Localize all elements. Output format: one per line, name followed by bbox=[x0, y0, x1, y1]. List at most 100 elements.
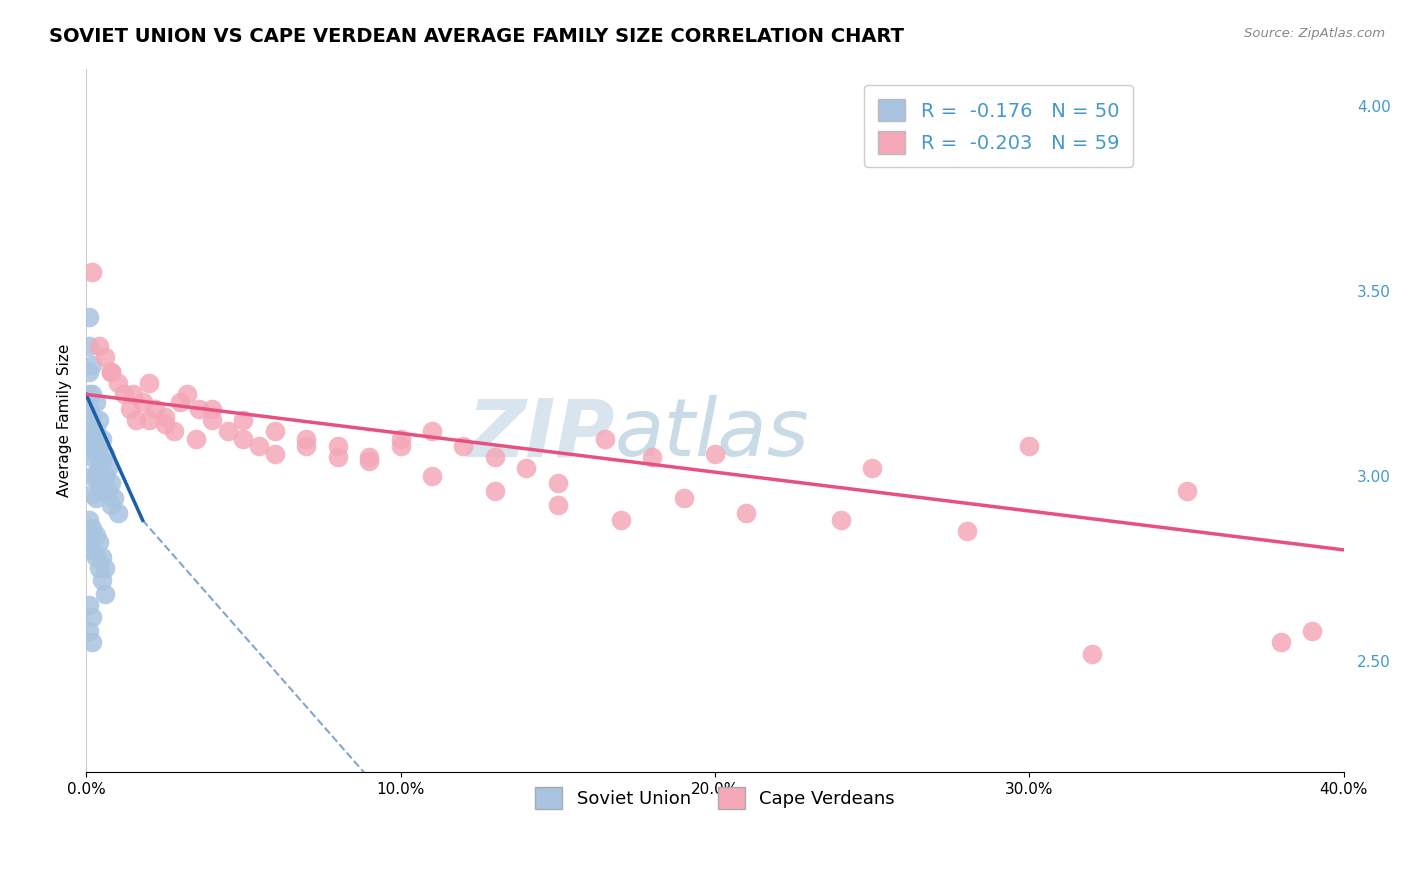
Point bbox=[100, 365, 122, 379]
Point bbox=[82, 358, 104, 372]
Point bbox=[1175, 483, 1198, 498]
Point bbox=[82, 265, 104, 279]
Point bbox=[359, 454, 381, 468]
Point bbox=[77, 339, 100, 353]
Point bbox=[100, 365, 122, 379]
Point bbox=[169, 394, 191, 409]
Point bbox=[77, 439, 100, 453]
Point bbox=[103, 491, 125, 505]
Text: Source: ZipAtlas.com: Source: ZipAtlas.com bbox=[1244, 27, 1385, 40]
Point bbox=[82, 468, 104, 483]
Point bbox=[84, 491, 107, 505]
Point bbox=[77, 365, 100, 379]
Point bbox=[295, 439, 318, 453]
Point bbox=[593, 432, 616, 446]
Point bbox=[87, 413, 110, 427]
Point bbox=[609, 513, 631, 527]
Point bbox=[547, 476, 569, 491]
Point bbox=[326, 439, 349, 453]
Point bbox=[84, 468, 107, 483]
Point bbox=[201, 413, 224, 427]
Point bbox=[84, 528, 107, 542]
Point bbox=[112, 387, 135, 401]
Point bbox=[263, 425, 285, 439]
Point bbox=[87, 483, 110, 498]
Point bbox=[484, 483, 506, 498]
Point bbox=[94, 468, 117, 483]
Point bbox=[77, 535, 100, 549]
Text: atlas: atlas bbox=[614, 395, 808, 474]
Y-axis label: Average Family Size: Average Family Size bbox=[58, 343, 72, 497]
Point bbox=[1301, 624, 1323, 639]
Point bbox=[232, 432, 254, 446]
Point bbox=[830, 513, 852, 527]
Text: ZIP: ZIP bbox=[467, 395, 614, 474]
Point bbox=[82, 450, 104, 465]
Point bbox=[217, 425, 239, 439]
Point bbox=[90, 454, 112, 468]
Point bbox=[163, 425, 186, 439]
Legend: Soviet Union, Cape Verdeans: Soviet Union, Cape Verdeans bbox=[527, 780, 903, 816]
Point bbox=[131, 394, 153, 409]
Point bbox=[90, 476, 112, 491]
Point bbox=[138, 376, 160, 391]
Point bbox=[641, 450, 664, 465]
Point bbox=[84, 394, 107, 409]
Point bbox=[860, 461, 883, 475]
Point bbox=[420, 425, 443, 439]
Point bbox=[94, 587, 117, 601]
Point bbox=[87, 439, 110, 453]
Point bbox=[672, 491, 695, 505]
Point bbox=[122, 387, 145, 401]
Point bbox=[100, 476, 122, 491]
Point bbox=[84, 425, 107, 439]
Point bbox=[1018, 439, 1040, 453]
Point bbox=[77, 599, 100, 613]
Point bbox=[176, 387, 198, 401]
Point bbox=[389, 439, 412, 453]
Point bbox=[82, 521, 104, 535]
Point bbox=[515, 461, 537, 475]
Point bbox=[82, 409, 104, 424]
Point bbox=[547, 499, 569, 513]
Point bbox=[94, 561, 117, 575]
Point bbox=[90, 573, 112, 587]
Point bbox=[82, 609, 104, 624]
Point bbox=[87, 339, 110, 353]
Point bbox=[359, 450, 381, 465]
Point bbox=[188, 402, 211, 417]
Point bbox=[295, 432, 318, 446]
Point bbox=[90, 432, 112, 446]
Point bbox=[94, 351, 117, 365]
Point bbox=[153, 417, 176, 431]
Point bbox=[77, 310, 100, 324]
Point bbox=[87, 461, 110, 475]
Point bbox=[100, 499, 122, 513]
Point bbox=[77, 425, 100, 439]
Point bbox=[77, 387, 100, 401]
Point bbox=[82, 387, 104, 401]
Point bbox=[125, 413, 148, 427]
Point bbox=[77, 402, 100, 417]
Point bbox=[94, 447, 117, 461]
Point bbox=[87, 561, 110, 575]
Point bbox=[143, 402, 166, 417]
Point bbox=[389, 432, 412, 446]
Point bbox=[97, 461, 120, 475]
Point bbox=[420, 468, 443, 483]
Text: SOVIET UNION VS CAPE VERDEAN AVERAGE FAMILY SIZE CORRELATION CHART: SOVIET UNION VS CAPE VERDEAN AVERAGE FAM… bbox=[49, 27, 904, 45]
Point bbox=[87, 535, 110, 549]
Point bbox=[90, 550, 112, 565]
Point bbox=[107, 506, 129, 520]
Point bbox=[77, 624, 100, 639]
Point bbox=[82, 635, 104, 649]
Point bbox=[1270, 635, 1292, 649]
Point bbox=[326, 450, 349, 465]
Point bbox=[120, 402, 142, 417]
Point bbox=[82, 487, 104, 501]
Point bbox=[84, 550, 107, 565]
Point bbox=[84, 447, 107, 461]
Point bbox=[735, 506, 758, 520]
Point bbox=[955, 524, 977, 539]
Point bbox=[453, 439, 475, 453]
